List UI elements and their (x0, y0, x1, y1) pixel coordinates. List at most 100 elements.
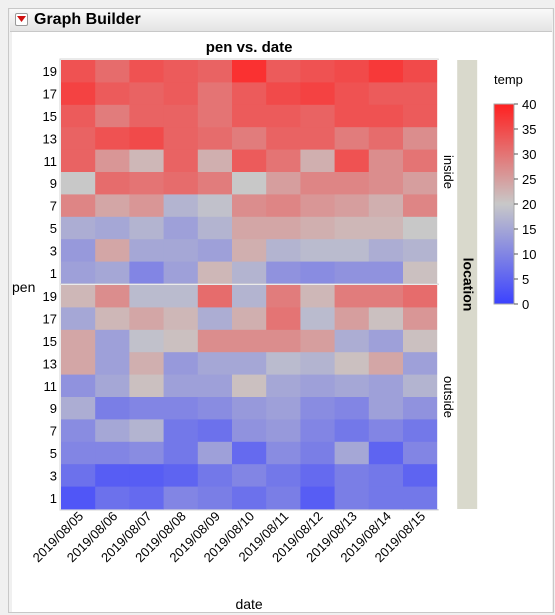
legend-tick-label: 35 (522, 122, 536, 137)
heatmap-cell (163, 216, 199, 240)
heatmap-cell (61, 172, 96, 195)
heatmap-cell (129, 216, 164, 240)
heatmap-cell (95, 486, 130, 510)
heatmap-cell (368, 60, 404, 83)
heatmap-cell (266, 60, 301, 83)
heatmap-cell (300, 261, 335, 285)
heatmap-cell (300, 127, 335, 150)
heatmap-cell (368, 374, 404, 398)
chart-title: pen vs. date (206, 39, 293, 56)
heatmap-cell (197, 419, 233, 443)
heatmap-cell (403, 60, 438, 83)
heatmap-cell (129, 149, 164, 173)
heatmap-cell (334, 307, 370, 331)
heatmap-cell (232, 82, 267, 106)
heatmap-cell (334, 261, 370, 285)
heatmap-cell (61, 486, 96, 510)
heatmap-cell (266, 464, 301, 487)
heatmap-cell (300, 352, 335, 375)
heatmap-cell (163, 149, 199, 173)
heatmap-cell (232, 239, 267, 262)
heatmap-cell (129, 104, 164, 128)
y-tick-label: 7 (50, 199, 57, 214)
heatmap-cell (61, 261, 96, 285)
heatmap-cell (368, 261, 404, 285)
heatmap-cell (129, 374, 164, 398)
heatmap-cell (300, 307, 335, 331)
legend-title: temp (494, 72, 523, 87)
heatmap-cell (403, 104, 438, 128)
heatmap-cell (232, 419, 267, 443)
heatmap-cell (163, 172, 199, 195)
heatmap-cell (95, 397, 130, 420)
heatmap-cell (300, 419, 335, 443)
heatmap-cell (129, 464, 164, 487)
y-tick-label: 15 (43, 109, 57, 124)
heatmap-cell (403, 261, 438, 285)
heatmap-cell (334, 329, 370, 353)
heatmap-cell (95, 464, 130, 487)
heatmap-cell (334, 352, 370, 375)
heatmap-cell (232, 352, 267, 375)
red-triangle-menu-icon[interactable] (15, 13, 28, 26)
heatmap-cell (129, 172, 164, 195)
heatmap-cell (61, 239, 96, 262)
heatmap-cell (403, 441, 438, 465)
group-label: location (460, 258, 476, 312)
y-tick-label: 9 (50, 176, 57, 191)
heatmap-cell (300, 172, 335, 195)
heatmap-cell (61, 60, 96, 83)
heatmap-cell (403, 352, 438, 375)
heatmap-cell (368, 307, 404, 331)
heatmap-cell (368, 149, 404, 173)
heatmap-cell (266, 194, 301, 218)
heatmap-cell (334, 397, 370, 420)
heatmap-cell (197, 60, 233, 83)
heatmap-cell (300, 285, 335, 308)
y-tick-label: 13 (43, 131, 57, 146)
legend-tick-label: 5 (522, 272, 529, 287)
heatmap-cell (300, 486, 335, 510)
heatmap-cell (334, 464, 370, 487)
heatmap-cell (334, 374, 370, 398)
heatmap-cell (197, 307, 233, 331)
heatmap-cell (61, 441, 96, 465)
heatmap-cell (334, 149, 370, 173)
heatmap-cell (95, 82, 130, 106)
panel-label-inside: inside (441, 155, 456, 189)
heatmap-cell (129, 239, 164, 262)
heatmap-cell (266, 149, 301, 173)
heatmap-cell (197, 127, 233, 150)
heatmap-cell (300, 239, 335, 262)
heatmap-cell (334, 239, 370, 262)
heatmap-cell (163, 261, 199, 285)
heatmap-cell (61, 307, 96, 331)
heatmap-cell (61, 216, 96, 240)
heatmap-cell (266, 261, 301, 285)
heatmap-cell (334, 486, 370, 510)
y-tick-label: 19 (43, 64, 57, 79)
heatmap-cell (266, 239, 301, 262)
heatmap-cell (334, 441, 370, 465)
heatmap-cell (403, 172, 438, 195)
heatmap-cell (197, 194, 233, 218)
heatmap-cell (197, 374, 233, 398)
app-title: Graph Builder (34, 11, 141, 28)
heatmap-cell (300, 464, 335, 487)
heatmap-cell (266, 352, 301, 375)
y-tick-label: 5 (50, 221, 57, 236)
heatmap-cell (61, 419, 96, 443)
heatmap-cell (95, 216, 130, 240)
legend-tick-label: 0 (522, 297, 529, 312)
heatmap-cell (95, 329, 130, 353)
heatmap-cell (163, 104, 199, 128)
heatmap-cell (129, 194, 164, 218)
heatmap-cell (197, 104, 233, 128)
heatmap-cell (403, 149, 438, 173)
heatmap-cell (232, 307, 267, 331)
heatmap-cell (232, 486, 267, 510)
heatmap-cell (163, 239, 199, 262)
heatmap-cell (232, 104, 267, 128)
heatmap-cell (232, 329, 267, 353)
heatmap-cell (163, 127, 199, 150)
